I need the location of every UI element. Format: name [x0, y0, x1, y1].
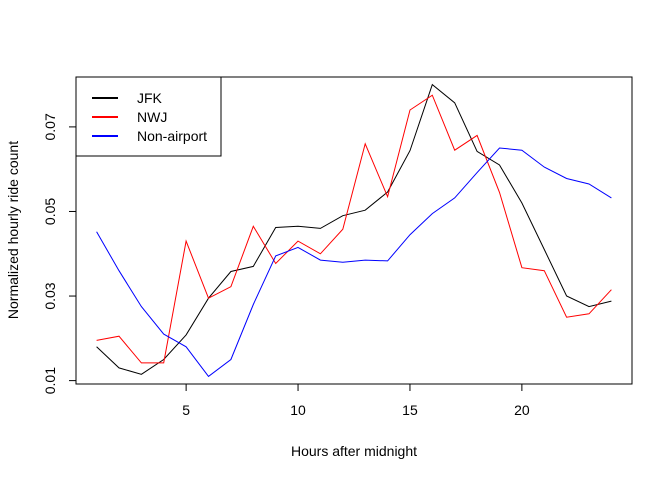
x-tick-label: 15 — [402, 402, 418, 418]
y-tick-label: 0.07 — [42, 113, 58, 140]
legend-label-nwj: NWJ — [137, 109, 167, 125]
x-tick-label: 5 — [182, 402, 190, 418]
series-lines — [96, 83, 612, 378]
x-tick-label: 20 — [514, 402, 530, 418]
y-axis: 0.01 0.03 0.05 0.07 — [42, 113, 77, 394]
x-axis-label: Hours after midnight — [291, 443, 417, 459]
y-tick-label: 0.05 — [42, 198, 58, 225]
legend-label-jfk: JFK — [137, 90, 163, 106]
y-tick-label: 0.01 — [42, 367, 58, 394]
x-axis: 5 10 15 20 — [182, 383, 530, 418]
series-line-jfk — [96, 83, 612, 375]
legend-label-non-airport: Non-airport — [137, 128, 207, 144]
x-tick-label: 10 — [290, 402, 306, 418]
y-tick-label: 0.03 — [42, 282, 58, 309]
legend: JFK NWJ Non-airport — [75, 76, 222, 157]
series-line-non-airport — [96, 147, 612, 378]
y-axis-label: Normalized hourly ride count — [5, 141, 21, 319]
series-line-nwj — [96, 94, 612, 364]
